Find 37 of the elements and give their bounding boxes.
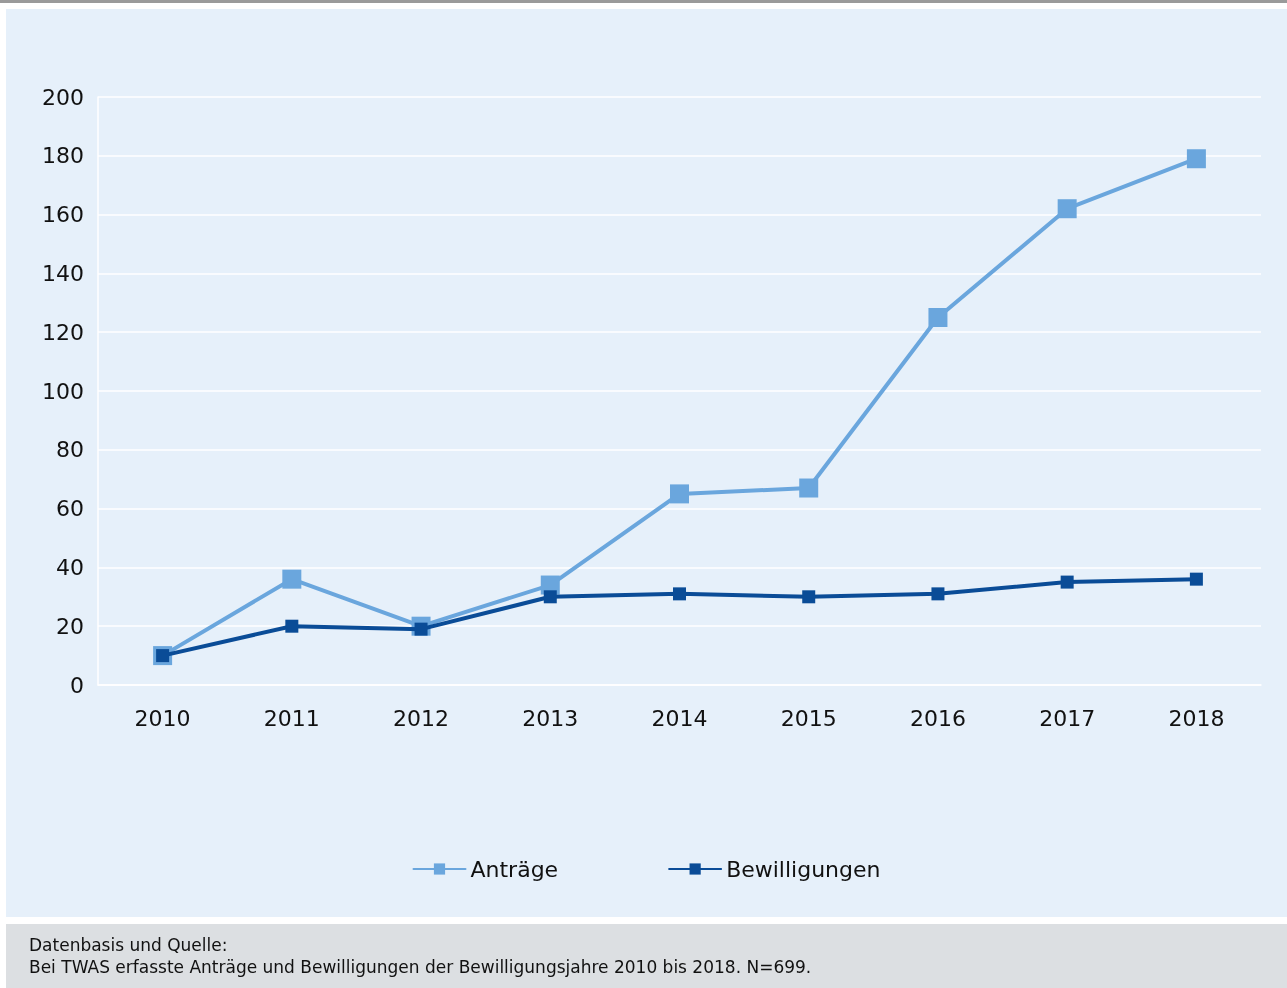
point: [282, 569, 302, 589]
point: [931, 587, 945, 601]
y-tick-label: 100: [42, 378, 84, 404]
x-tick-label: 2011: [263, 705, 320, 731]
point: [802, 590, 816, 604]
text: Bei TWAS erfasste Anträge und Bewilligungen der Bewilligungsjahre 2010 bis 2018. N=699.: [29, 956, 813, 978]
text: Datenbasis und Quelle:: [29, 934, 229, 956]
y-tick-label: 160: [42, 202, 84, 228]
legend-label: Bewilligungen: [726, 856, 881, 882]
x-tick-label: 2014: [651, 705, 708, 731]
point: [928, 308, 948, 327]
point: [1189, 572, 1203, 586]
x-tick-label: 2018: [1168, 705, 1225, 731]
point: [1060, 575, 1074, 589]
y-tick-label: 0: [70, 672, 84, 698]
x-tick-label: 2010: [134, 705, 191, 731]
point: [1186, 149, 1206, 169]
y-tick-label: 20: [56, 613, 84, 639]
y-tick-label: 40: [56, 554, 84, 580]
y-tick-label: 60: [56, 496, 84, 522]
y-tick-label: 200: [42, 84, 84, 110]
point: [670, 484, 689, 504]
legend-label: Anträge: [470, 856, 559, 882]
y-tick-label: 140: [42, 260, 84, 286]
point: [799, 478, 819, 498]
x-tick-label: 2013: [522, 705, 579, 731]
x-tick-label: 2016: [909, 705, 966, 731]
point: [285, 619, 299, 633]
x-tick-label: 2015: [780, 705, 837, 731]
point: [1057, 199, 1077, 219]
point: [673, 587, 686, 601]
point: [543, 590, 557, 604]
y-tick-label: 80: [56, 437, 84, 463]
x-tick-label: 2017: [1039, 705, 1096, 731]
y-tick-label: 180: [42, 143, 84, 169]
x-tick-label: 2012: [393, 705, 450, 731]
y-tick-label: 120: [42, 319, 84, 345]
